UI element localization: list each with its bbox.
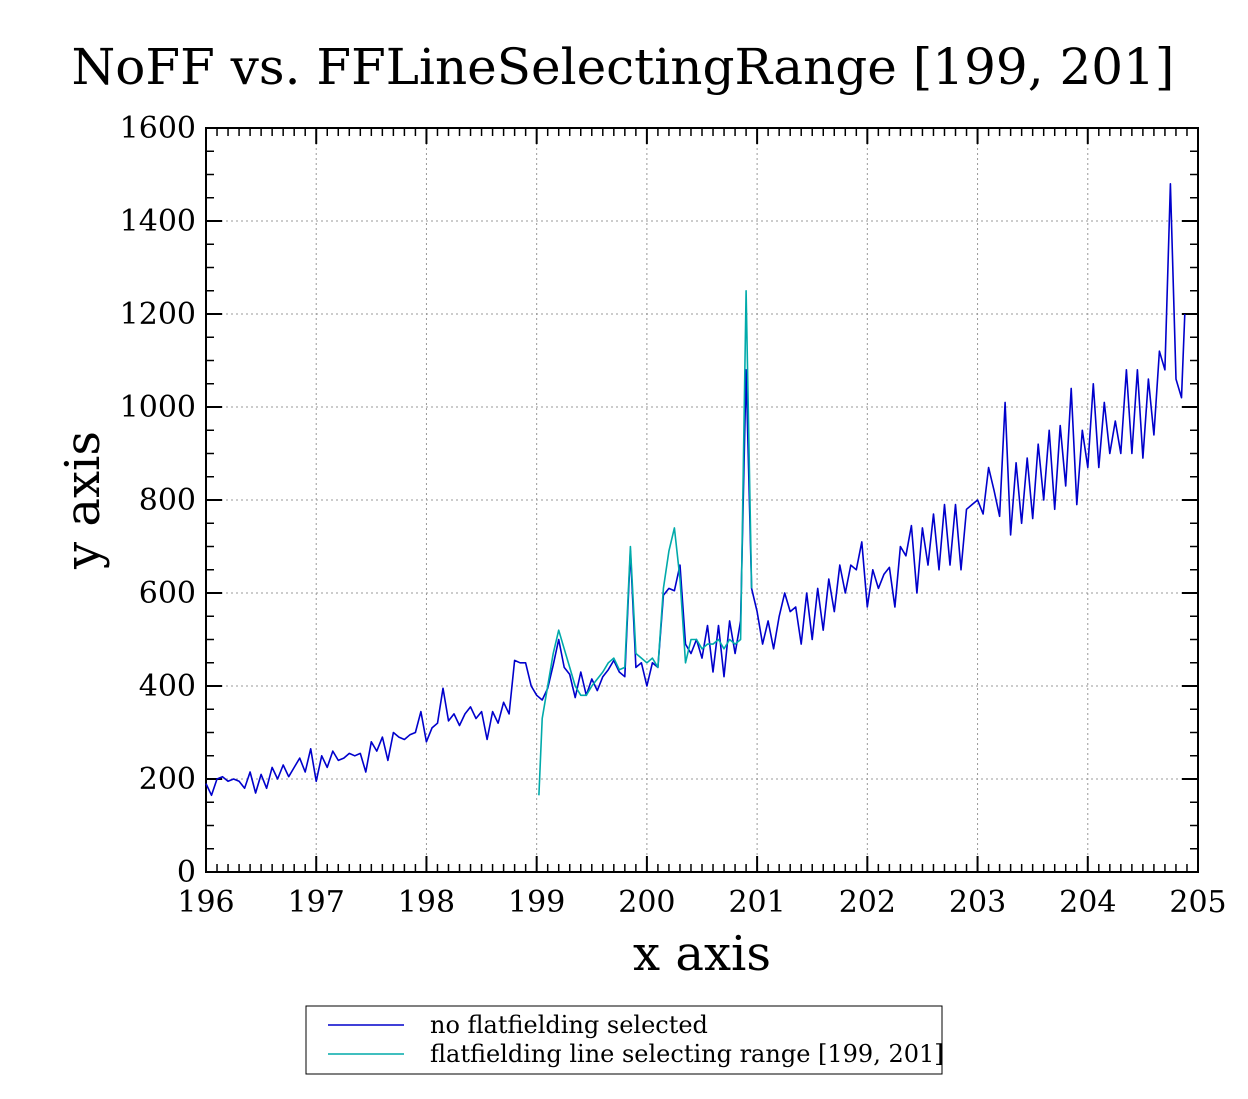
x-tick-label: 204 (1059, 885, 1116, 920)
x-tick-label: 200 (618, 885, 675, 920)
y-tick-label: 1200 (120, 297, 196, 332)
legend-label-noff: no flatfielding selected (430, 1011, 708, 1039)
axis-ticks (205, 127, 1199, 873)
y-tick-label: 800 (139, 483, 196, 518)
x-tick-label: 201 (728, 885, 785, 920)
x-tick-label: 198 (398, 885, 455, 920)
grid (206, 128, 1198, 872)
y-tick-label: 600 (139, 576, 196, 611)
tick-labels: 196 197 198 199 200 201 202 203 204 205 0 200 400 600… (120, 111, 1227, 920)
x-tick-label: 202 (839, 885, 896, 920)
y-tick-label: 400 (139, 669, 196, 704)
series-line-0 (205, 183, 1186, 797)
legend-label-ff: flatfielding line selecting range [199, … (430, 1040, 944, 1068)
series-layer (205, 183, 1186, 797)
x-tick-label: 203 (949, 885, 1006, 920)
y-tick-label: 1000 (120, 390, 196, 425)
x-axis-label: x axis (633, 926, 771, 982)
y-tick-label: 0 (177, 855, 196, 890)
x-tick-label: 196 (177, 885, 234, 920)
series-line-1 (538, 290, 753, 796)
x-tick-label: 205 (1169, 885, 1226, 920)
chart-title: NoFF vs. FFLineSelectingRange [199, 201] (72, 38, 1175, 96)
x-tick-label: 199 (508, 885, 565, 920)
y-tick-label: 1400 (120, 204, 196, 239)
legend-box (305, 1005, 943, 1075)
y-tick-label: 200 (139, 762, 196, 797)
x-tick-label: 197 (288, 885, 345, 920)
y-axis-label: y axis (55, 431, 111, 570)
y-tick-label: 1600 (120, 111, 196, 146)
legend: no flatfielding selected flatfielding li… (305, 1005, 944, 1075)
